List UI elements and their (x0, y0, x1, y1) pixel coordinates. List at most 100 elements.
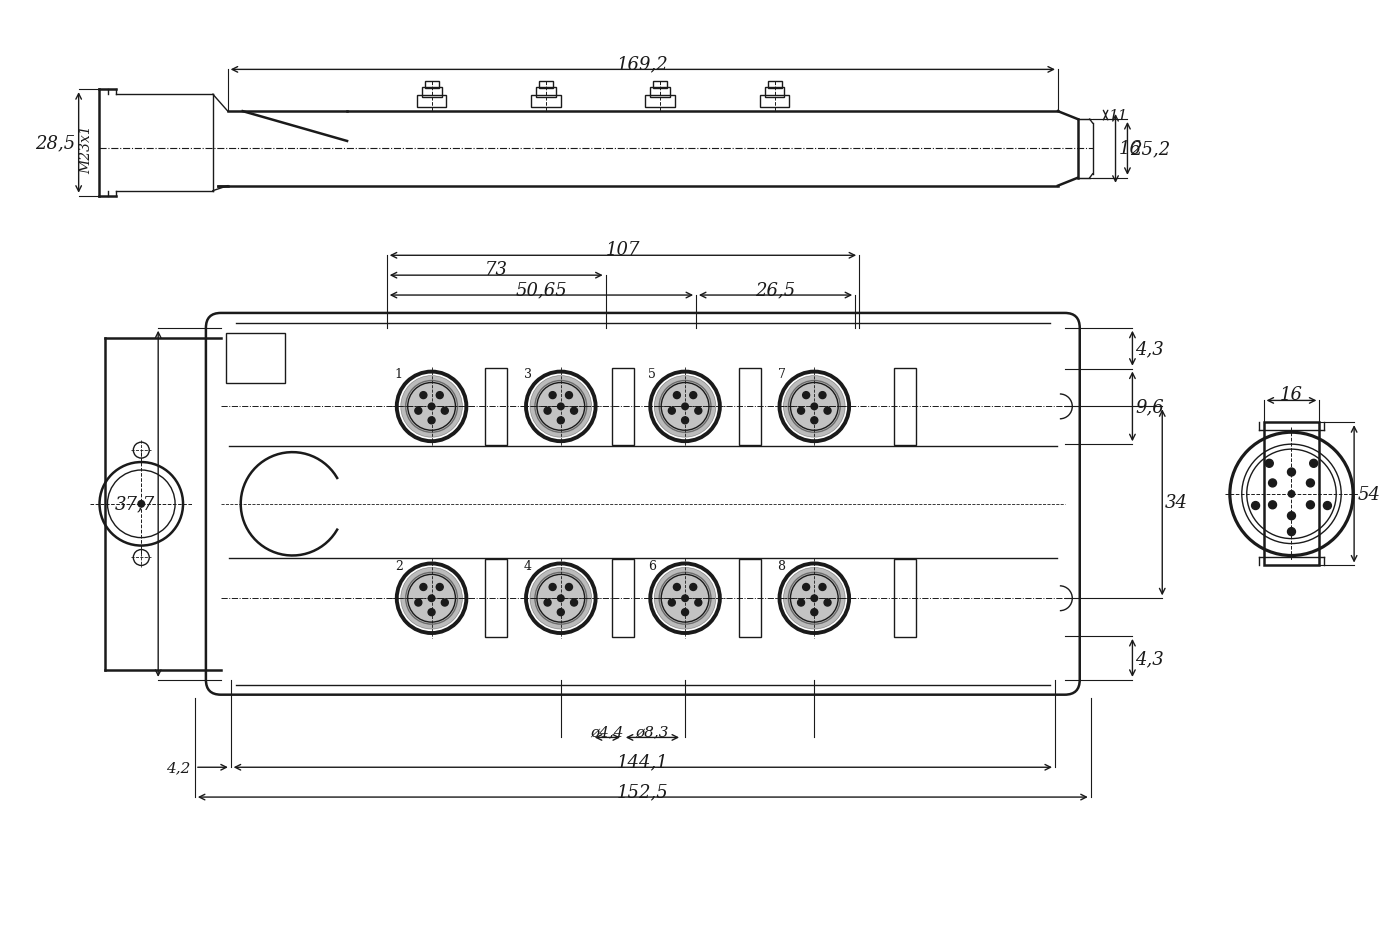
Circle shape (803, 584, 810, 591)
Circle shape (1266, 460, 1273, 468)
Text: 34: 34 (1165, 494, 1188, 512)
Circle shape (682, 403, 689, 411)
Circle shape (428, 609, 435, 616)
Text: 2: 2 (395, 560, 403, 572)
Circle shape (570, 599, 577, 606)
Circle shape (428, 403, 435, 411)
Circle shape (1288, 528, 1295, 536)
Bar (539, 82, 553, 89)
Text: 26,5: 26,5 (756, 280, 796, 298)
Text: 28,5: 28,5 (35, 134, 75, 152)
Text: 37,7: 37,7 (114, 496, 155, 514)
Circle shape (420, 392, 427, 399)
Circle shape (682, 609, 689, 616)
Circle shape (400, 376, 463, 438)
Circle shape (1306, 480, 1315, 487)
Circle shape (783, 568, 845, 630)
Circle shape (789, 381, 841, 432)
Circle shape (442, 408, 449, 414)
Circle shape (1288, 468, 1295, 477)
Text: 7: 7 (778, 368, 785, 380)
Circle shape (1306, 501, 1315, 509)
Circle shape (442, 599, 449, 606)
Text: 25,2: 25,2 (1131, 141, 1171, 159)
Text: 152,5: 152,5 (618, 783, 669, 801)
Bar (894, 368, 916, 446)
Circle shape (415, 408, 422, 414)
Circle shape (668, 599, 675, 606)
Text: 54: 54 (1358, 485, 1380, 503)
Text: 6: 6 (648, 560, 657, 572)
Text: M23x1: M23x1 (79, 125, 93, 174)
Circle shape (810, 403, 818, 411)
Text: 3: 3 (524, 368, 533, 380)
Circle shape (406, 381, 457, 432)
Circle shape (668, 408, 675, 414)
Circle shape (824, 599, 831, 606)
Text: 1: 1 (395, 368, 403, 380)
Circle shape (783, 376, 845, 438)
Circle shape (694, 408, 701, 414)
Bar (739, 368, 761, 446)
Circle shape (544, 599, 551, 606)
Text: 8: 8 (778, 560, 785, 572)
Circle shape (811, 609, 818, 616)
Circle shape (544, 408, 551, 414)
Text: ø8,3: ø8,3 (636, 725, 669, 739)
Text: 4,3: 4,3 (1135, 649, 1164, 667)
Circle shape (690, 392, 697, 399)
Text: 9,6: 9,6 (1135, 398, 1164, 416)
Circle shape (682, 417, 689, 425)
Bar (612, 560, 634, 637)
Circle shape (406, 573, 457, 624)
Text: ø4,4: ø4,4 (591, 725, 625, 739)
Text: 11: 11 (1108, 109, 1128, 123)
Circle shape (1288, 490, 1295, 498)
Bar (768, 82, 782, 89)
Circle shape (570, 408, 577, 414)
Text: 16: 16 (1280, 386, 1303, 404)
Text: 4: 4 (524, 560, 533, 572)
Bar (485, 560, 507, 637)
Circle shape (682, 595, 689, 602)
Bar (417, 96, 446, 108)
Circle shape (535, 573, 587, 624)
Circle shape (530, 568, 591, 630)
Circle shape (436, 584, 443, 591)
Text: 4,2: 4,2 (166, 761, 190, 774)
Circle shape (789, 573, 841, 624)
Bar (535, 88, 556, 98)
Text: 16: 16 (1118, 141, 1142, 159)
Bar (531, 96, 560, 108)
Circle shape (797, 408, 804, 414)
Circle shape (811, 417, 818, 425)
Circle shape (566, 392, 573, 399)
Bar (654, 82, 668, 89)
Circle shape (694, 599, 701, 606)
Circle shape (654, 376, 717, 438)
Text: 5: 5 (648, 368, 657, 380)
Circle shape (1252, 502, 1260, 510)
Circle shape (428, 595, 435, 602)
Circle shape (549, 584, 556, 591)
Circle shape (820, 584, 827, 591)
Circle shape (690, 584, 697, 591)
Bar (650, 88, 671, 98)
Circle shape (810, 595, 818, 602)
Circle shape (1269, 480, 1277, 487)
Circle shape (654, 568, 717, 630)
Circle shape (530, 376, 591, 438)
Bar (425, 82, 439, 89)
Text: 144,1: 144,1 (618, 752, 669, 770)
Circle shape (1269, 501, 1277, 509)
Circle shape (420, 584, 427, 591)
Circle shape (673, 584, 680, 591)
Circle shape (1288, 513, 1295, 520)
Circle shape (549, 392, 556, 399)
Circle shape (659, 381, 711, 432)
Text: 169,2: 169,2 (618, 56, 669, 74)
Bar (760, 96, 789, 108)
Bar (739, 560, 761, 637)
Circle shape (803, 392, 810, 399)
Bar (226, 333, 286, 383)
